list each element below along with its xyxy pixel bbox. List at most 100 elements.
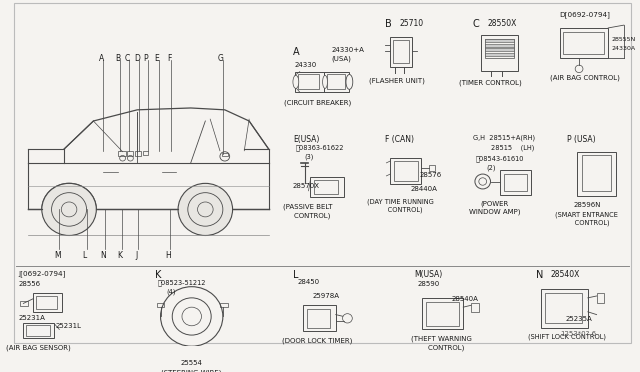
Text: A: A <box>99 54 104 63</box>
Bar <box>135 151 141 156</box>
Text: (POWER: (POWER <box>480 200 509 206</box>
Bar <box>484 48 514 51</box>
Circle shape <box>161 287 223 346</box>
Text: Ⓝ08523-51212: Ⓝ08523-51212 <box>157 279 206 286</box>
Circle shape <box>178 183 232 235</box>
Text: 28556: 28556 <box>19 281 40 287</box>
Text: 28576: 28576 <box>419 172 442 178</box>
Text: 28555N: 28555N <box>611 37 636 42</box>
Text: (PASSIVE BELT: (PASSIVE BELT <box>283 204 332 210</box>
Bar <box>118 151 125 156</box>
Text: CONTROL): CONTROL) <box>377 206 423 213</box>
Bar <box>20 301 28 306</box>
Text: Ⓝ08543-61610: Ⓝ08543-61610 <box>476 155 524 162</box>
Text: (DOOR LOCK TIMER): (DOOR LOCK TIMER) <box>282 338 353 344</box>
Bar <box>220 302 228 307</box>
Text: 28450: 28450 <box>298 279 320 285</box>
Text: 25710: 25710 <box>400 19 424 28</box>
Bar <box>33 293 62 312</box>
Bar <box>393 40 409 63</box>
Text: F: F <box>167 54 172 63</box>
Bar <box>484 44 514 46</box>
Text: (AIR BAG SENSOR): (AIR BAG SENSOR) <box>6 344 70 351</box>
Text: 25231A: 25231A <box>19 315 45 321</box>
Bar <box>390 37 412 67</box>
Ellipse shape <box>323 76 328 89</box>
Bar <box>295 72 324 92</box>
Text: D[0692-0794]: D[0692-0794] <box>559 11 611 18</box>
Text: (FLASHER UNIT): (FLASHER UNIT) <box>369 77 425 84</box>
Text: 28515    (LH): 28515 (LH) <box>490 144 534 151</box>
Text: CONTROL): CONTROL) <box>564 219 610 226</box>
Text: C: C <box>473 19 480 29</box>
Text: K: K <box>117 251 122 260</box>
Text: G,H  28515+A(RH): G,H 28515+A(RH) <box>473 135 535 141</box>
Text: K: K <box>155 270 161 280</box>
Circle shape <box>42 183 97 235</box>
Bar <box>303 305 336 331</box>
Text: (DAY TIME RUNNING: (DAY TIME RUNNING <box>367 198 433 205</box>
Text: J[0692-0794]: J[0692-0794] <box>19 270 66 277</box>
Text: 24330+A: 24330+A <box>332 48 365 54</box>
Ellipse shape <box>293 76 299 89</box>
Text: (2): (2) <box>486 165 496 171</box>
Text: 28570X: 28570X <box>293 183 320 189</box>
Bar <box>422 298 463 330</box>
Text: (THEFT WARNING: (THEFT WARNING <box>412 335 472 341</box>
Bar <box>484 53 514 56</box>
Text: Ⓝ08363-61622: Ⓝ08363-61622 <box>296 144 344 151</box>
Text: 1253*0?.6: 1253*0?.6 <box>561 331 596 337</box>
Text: N: N <box>536 270 543 280</box>
Text: 25554: 25554 <box>180 360 203 366</box>
Bar <box>298 74 319 89</box>
Text: G: G <box>218 54 224 63</box>
Bar <box>582 155 611 191</box>
Circle shape <box>172 298 211 335</box>
Text: H: H <box>166 251 172 260</box>
Bar <box>481 35 518 71</box>
Text: C: C <box>125 54 130 63</box>
Circle shape <box>479 178 486 185</box>
Bar <box>157 302 164 307</box>
Text: B: B <box>115 54 120 63</box>
Text: P (USA): P (USA) <box>568 135 596 144</box>
Text: E(USA): E(USA) <box>293 135 319 144</box>
Text: 28440A: 28440A <box>411 186 438 192</box>
Bar <box>484 39 514 58</box>
Bar <box>127 151 133 156</box>
Bar <box>429 165 435 171</box>
Bar <box>186 352 198 356</box>
Circle shape <box>182 307 202 326</box>
Text: 28540A: 28540A <box>452 296 479 302</box>
Bar <box>500 170 531 195</box>
Bar <box>327 74 344 89</box>
Text: (CIRCUIT BREAKER): (CIRCUIT BREAKER) <box>284 100 351 106</box>
Text: 28540X: 28540X <box>551 270 580 279</box>
Text: A: A <box>293 48 300 57</box>
Bar <box>484 39 514 42</box>
Text: M(USA): M(USA) <box>415 270 443 279</box>
Text: CONTROL): CONTROL) <box>419 344 465 351</box>
Text: 25235A: 25235A <box>566 317 592 323</box>
Circle shape <box>342 314 352 323</box>
Text: E: E <box>154 54 159 63</box>
Bar <box>426 302 460 326</box>
Text: 28590: 28590 <box>417 281 440 287</box>
Ellipse shape <box>346 74 353 89</box>
Text: 25978A: 25978A <box>312 293 339 299</box>
Text: (3): (3) <box>305 154 314 160</box>
Bar <box>26 325 50 336</box>
Text: B: B <box>385 19 392 29</box>
Text: M: M <box>54 251 61 260</box>
Bar <box>222 153 228 156</box>
Circle shape <box>475 174 490 189</box>
Text: D: D <box>134 54 140 63</box>
Bar <box>577 152 616 196</box>
Bar <box>390 158 421 184</box>
Text: (TIMER CONTROL): (TIMER CONTROL) <box>459 79 522 86</box>
Bar <box>596 293 604 302</box>
Bar <box>307 309 330 328</box>
Text: L: L <box>83 251 87 260</box>
Text: (USA): (USA) <box>332 56 352 62</box>
Text: (AIR BAG CONTROL): (AIR BAG CONTROL) <box>550 74 620 81</box>
